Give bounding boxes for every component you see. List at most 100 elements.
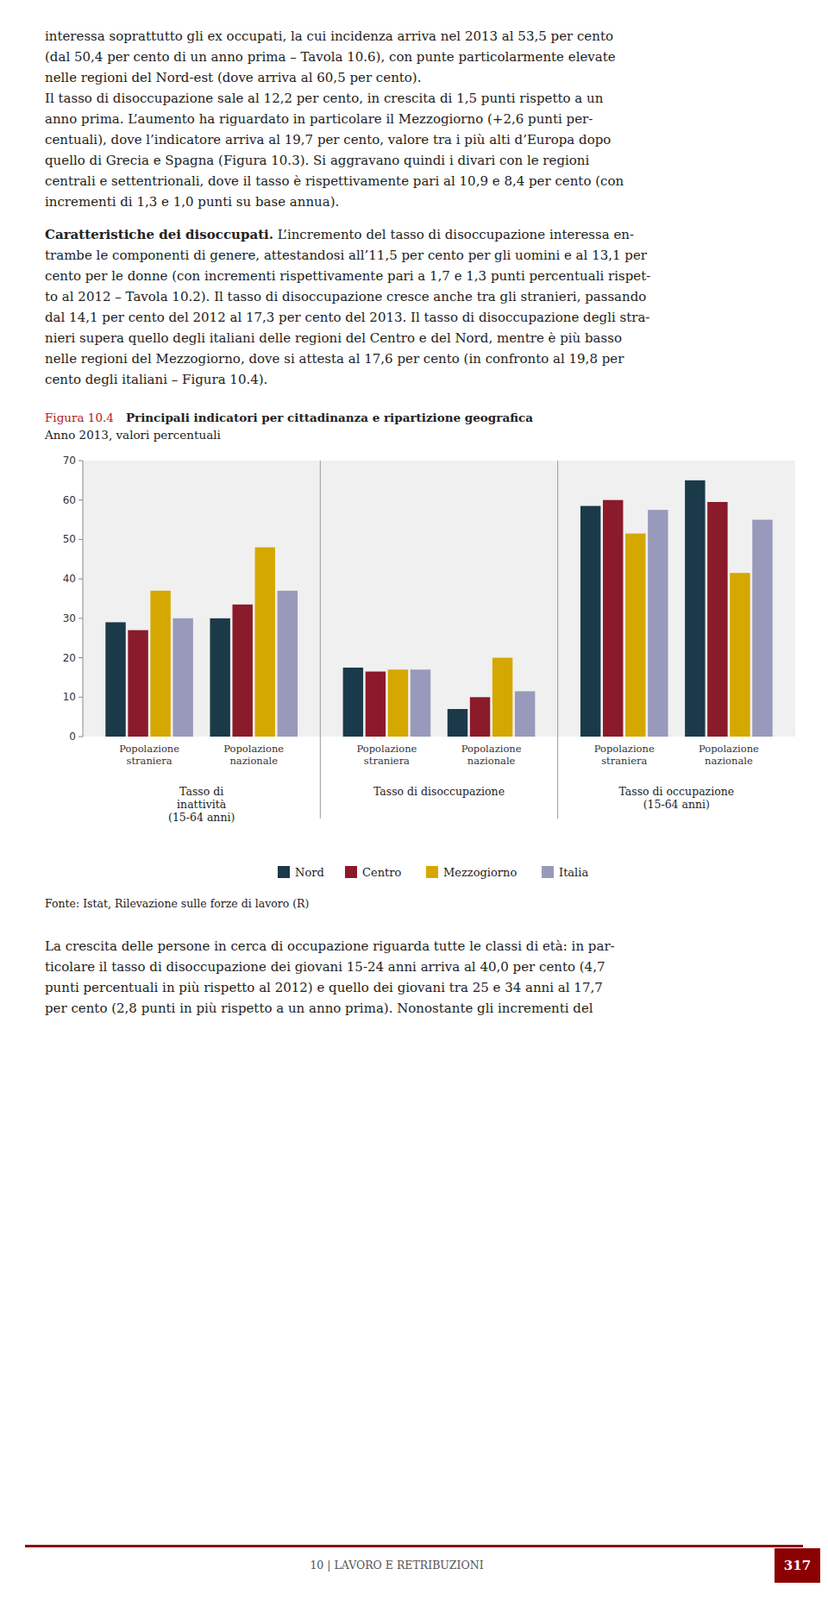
footer: 10 | LAVORO E RETRIBUZIONI317 — [0, 1544, 828, 1585]
bar — [150, 590, 170, 737]
heading: Caratteristiche dei disoccupati. — [44, 226, 274, 243]
chart: 010203040506070PopolazionestranieraPopol… — [44, 450, 804, 891]
bars — [105, 480, 772, 737]
chart-subtitle: Anno 2013, valori percentuali — [44, 426, 804, 444]
y-tick-label: 20 — [62, 652, 76, 665]
bar — [580, 506, 601, 737]
y-tick — [78, 460, 83, 462]
group-label: Tasso di disoccupazione — [373, 784, 505, 798]
plot-background — [82, 460, 796, 737]
y-tick — [78, 696, 83, 698]
text-line: (dal 50,4 per cento di un anno prima – T… — [44, 46, 804, 68]
text-line: per cento (2,8 punti in più rispetto a u… — [44, 997, 804, 1019]
page-number: 317 — [784, 1557, 811, 1574]
text-line: Tasso di disoccupazione — [373, 784, 505, 798]
text-line: Popolazione — [356, 742, 417, 755]
bar — [514, 690, 535, 737]
text-line: centuali), dove l’indicatore arriva al 1… — [44, 129, 804, 151]
bar — [729, 572, 750, 737]
bar — [492, 658, 513, 737]
legend-swatch — [277, 865, 290, 879]
y-tick — [78, 539, 83, 540]
text-line: Popolazione — [119, 742, 180, 755]
x-tick-label: Popolazionenazionale — [461, 742, 522, 767]
bar — [255, 547, 276, 737]
text-line: nelle regioni del Nord-est (dove arriva … — [44, 67, 804, 88]
bar — [470, 696, 490, 737]
bar — [232, 604, 252, 737]
bar — [365, 671, 386, 737]
legend: NordCentroMezzogiornoItalia — [277, 865, 589, 879]
text-line: straniera — [363, 754, 410, 767]
text-line: L’incremento del tasso di disoccupazione… — [273, 226, 634, 243]
legend-swatch — [541, 865, 554, 879]
text-line: nelle regioni del Mezzogiorno, dove si a… — [44, 348, 804, 370]
paragraph: La crescita delle persone in cerca di oc… — [44, 935, 804, 1019]
paragraph: Caratteristiche dei disoccupati. L’incre… — [44, 224, 804, 390]
bar — [277, 590, 298, 737]
text-line: to al 2012 – Tavola 10.2). Il tasso di d… — [44, 286, 804, 308]
text-line: trambe le componenti di genere, attestan… — [44, 247, 647, 264]
source: Fonte: Istat, Rilevazione sulle forze di… — [44, 897, 804, 910]
text-line: Popolazione — [223, 742, 284, 755]
text-line: Caratteristiche dei disoccupati. L’incre… — [44, 224, 804, 245]
text-line: nazionale — [229, 754, 278, 767]
text-line: cento per le donne (con incrementi rispe… — [44, 268, 651, 284]
y-tick-label: 0 — [69, 730, 76, 743]
bar — [388, 669, 408, 737]
y-tick-label: 30 — [62, 612, 76, 625]
legend-swatch — [426, 865, 439, 879]
bar — [752, 520, 772, 737]
y-tick-label: 10 — [62, 690, 76, 703]
bar — [684, 480, 705, 737]
y-tick-label: 40 — [62, 572, 76, 585]
text-line: Popolazione — [698, 742, 759, 755]
bar — [602, 500, 623, 737]
group-separator — [557, 460, 559, 819]
figure-label: Figura 10.4 — [44, 410, 114, 425]
bar — [127, 630, 148, 737]
text-line: nelle regioni del Mezzogiorno, dove si a… — [44, 351, 624, 367]
y-tick-label: 70 — [62, 454, 76, 467]
text-line: straniera — [601, 754, 647, 767]
text-line: Popolazione — [594, 742, 655, 755]
text-line: cento degli italiani – Figura 10.4). — [44, 371, 268, 388]
text-line: inattività — [176, 797, 227, 811]
y-tick-label: 50 — [62, 533, 76, 546]
footer-text: 10 | LAVORO E RETRIBUZIONI — [0, 1558, 794, 1572]
bar — [209, 618, 230, 737]
y-tick — [78, 617, 83, 619]
x-tick-label: Popolazionenazionale — [698, 742, 759, 767]
legend-label: Nord — [294, 865, 325, 879]
legend-label: Centro — [362, 865, 402, 879]
legend-swatch — [345, 865, 358, 879]
text-line: nieri supera quello degli italiani delle… — [44, 330, 622, 346]
text-line: Tasso di occupazione — [618, 784, 734, 798]
chart-title: Principali indicatori per cittadinanza e… — [125, 410, 534, 425]
text-line: punti percentuali in più rispetto al 201… — [44, 977, 804, 998]
x-tick-label: Popolazionestraniera — [594, 742, 655, 767]
legend-label: Italia — [558, 865, 589, 879]
text-line: nazionale — [467, 754, 516, 767]
group-separator — [319, 460, 321, 819]
text-line: (15-64 anni) — [168, 810, 235, 824]
bar — [343, 667, 364, 737]
caption-line: Figura 10.4 Principali indicatori per cit… — [44, 408, 804, 427]
bar — [625, 533, 646, 737]
group-label: Tasso diinattività(15-64 anni) — [168, 784, 235, 824]
bar — [647, 509, 668, 737]
x-tick-label: Popolazionestraniera — [356, 742, 417, 767]
bar — [105, 621, 126, 737]
text-line: cento per le donne (con incrementi rispe… — [44, 265, 804, 287]
text-line: cento degli italiani – Figura 10.4). — [44, 369, 804, 390]
bar — [707, 501, 728, 737]
text-line: centrali e settentrionali, dove il tasso… — [44, 170, 804, 192]
text-line: Tasso di — [179, 784, 224, 798]
group-label: Tasso di occupazione(15-64 anni) — [618, 784, 734, 811]
text-line: incrementi di 1,3 e 1,0 punti su base an… — [44, 191, 804, 213]
text-line: straniera — [126, 754, 173, 767]
text-line: Popolazione — [461, 742, 522, 755]
x-tick-label: Popolazionenazionale — [223, 742, 284, 767]
text-line: nieri supera quello degli italiani delle… — [44, 327, 804, 349]
bar — [172, 618, 193, 737]
